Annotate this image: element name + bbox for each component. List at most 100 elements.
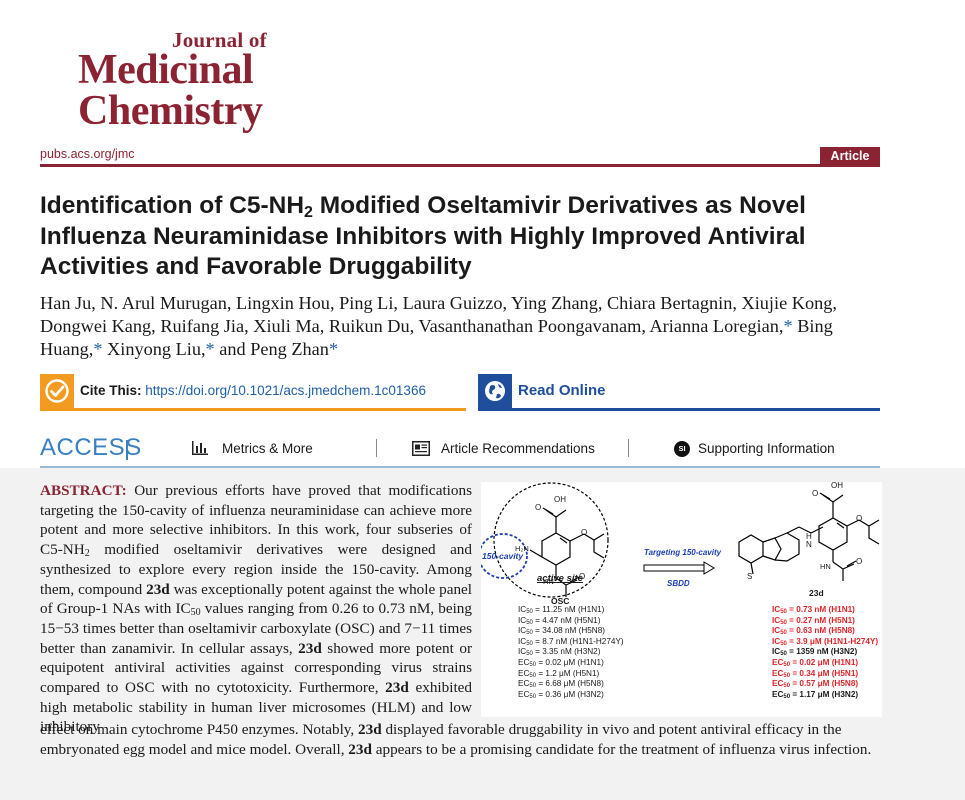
activity-value: = 6.68 μM (H5N8) [536, 679, 604, 689]
activity-metric: IC [772, 636, 781, 646]
journal-name: Medicinal Chemistry [78, 47, 263, 134]
activity-metric: EC [518, 689, 530, 699]
corresponding-mark[interactable]: * [328, 339, 339, 359]
journal-name-line3: Chemistry [78, 88, 263, 134]
compound-23d-label: 23d [809, 588, 824, 598]
right-arrow-icon [703, 561, 715, 575]
activity-row: IC50 = 0.27 nM (H5N1) [772, 616, 878, 627]
access-separator [628, 439, 629, 457]
activity-metric: EC [518, 668, 530, 678]
metrics-link[interactable]: Metrics & More [222, 441, 313, 456]
activity-row: EC50 = 1.17 μM (H3N2) [772, 690, 878, 701]
activity-value: = 1.2 μM (H5N1) [536, 668, 600, 678]
activity-row: IC50 = 8.7 nM (H1N1-H274Y) [518, 637, 624, 648]
activity-metric: IC [772, 647, 781, 657]
cite-this-bar[interactable]: Cite This: https://doi.org/10.1021/acs.j… [40, 374, 466, 411]
abstract-fragment: displayed favorable druggability in vivo… [40, 721, 842, 758]
abstract-fragment: exhibited high metabolic stability in hu… [40, 679, 472, 736]
activity-row: IC50 = 0.73 nM (H1N1) [772, 605, 878, 616]
corresponding-mark[interactable]: * [205, 339, 215, 359]
activity-row: EC50 = 0.36 μM (H3N2) [518, 690, 624, 701]
osc-ether-label: O [581, 528, 588, 537]
check-badge-icon [40, 374, 74, 408]
read-underline [478, 408, 880, 411]
cavity-label: 150-cavity [482, 551, 524, 561]
activity-metric: IC [518, 626, 527, 636]
toc-structures [481, 482, 880, 598]
activity-metric: IC [772, 615, 781, 625]
abstract-fragment: Our previous efforts have proved that mo… [40, 482, 472, 559]
activity-value: = 11.25 nM (H1N1) [532, 605, 605, 614]
article-recommendations-link[interactable]: Article Recommendations [441, 441, 595, 456]
cite-text: Cite This: https://doi.org/10.1021/acs.j… [80, 383, 426, 398]
journal-name-line2: Medicinal [78, 47, 254, 93]
cite-underline [40, 408, 466, 411]
cpd-hn-label: HN [820, 562, 831, 571]
activity-row: IC50 = 4.47 nM (H5N1) [518, 616, 624, 627]
read-online-button[interactable]: Read Online [478, 374, 880, 411]
abstract-subscript: 50 [190, 607, 201, 619]
activity-metric: IC [772, 626, 781, 636]
activity-row: IC50 = 3.9 μM (H1N1-H274Y) [772, 637, 878, 648]
activity-value: = 0.02 μM (H1N1) [790, 657, 859, 667]
activity-metric: IC [518, 647, 527, 657]
activity-value: = 0.27 nM (H5N1) [786, 615, 855, 625]
abstract-subscript: 2 [84, 548, 90, 560]
activity-value: = 1.17 μM (H3N2) [790, 689, 859, 699]
access-separator [376, 439, 377, 457]
osc-hn-label: HN [543, 577, 554, 586]
cpd-ether-label: O [856, 514, 863, 523]
corresponding-mark[interactable]: * [783, 316, 793, 336]
sulfur-label: S [747, 572, 753, 581]
supporting-information-link[interactable]: Supporting Information [698, 441, 835, 456]
activity-subscript: 50 [780, 630, 787, 637]
activity-subscript: 50 [783, 683, 791, 690]
activity-subscript: 50 [783, 672, 791, 679]
activity-value: = 0.57 μM (H5N8) [790, 679, 859, 689]
activity-subscript: 50 [529, 661, 537, 668]
abstract-fragment: appears to be a promising candidate for … [371, 740, 872, 758]
activity-subscript: 50 [783, 661, 791, 668]
cavity-outline [481, 533, 528, 579]
arrow-top-label: Targeting 150-cavity [644, 548, 722, 557]
activity-subscript: 50 [526, 619, 533, 626]
osc-activity-list: IC50 = 11.25 nM (H1N1) IC50 = 4.47 nM (H5… [518, 605, 624, 700]
activity-metric: EC [772, 668, 784, 678]
activity-subscript: 50 [526, 651, 533, 658]
activity-row: EC50 = 6.68 μM (H5N8) [518, 679, 624, 690]
author-corr-2: Xinyong Liu, [107, 339, 206, 359]
activity-value: = 0.02 μM (H1N1) [536, 657, 604, 667]
activity-metric: EC [772, 679, 784, 689]
paper-title: Identification of C5-NH2 Modified Oselta… [40, 191, 890, 283]
bar-chart-icon [192, 441, 208, 460]
activity-subscript: 50 [780, 609, 787, 615]
journal-url-link[interactable]: pubs.acs.org/jmc [40, 147, 135, 161]
activity-value: = 1359 nM (H3N2) [786, 647, 858, 657]
activity-row: EC50 = 0.02 μM (H1N1) [518, 658, 624, 669]
abstract-text-continued: effect on main cytochrome P450 enzymes. … [40, 720, 882, 759]
author-corr-3: and Peng Zhan [219, 339, 329, 359]
doi-link[interactable]: https://doi.org/10.1021/acs.jmedchem.1c0… [145, 383, 426, 398]
corresponding-mark[interactable]: * [93, 339, 103, 359]
abstract-fragment: values ranging from 0.26 to 0.73 nM, bei… [40, 600, 472, 657]
journal-name-line1: Journal of [172, 28, 267, 52]
cpd-n-label: N [806, 540, 812, 549]
activity-value: = 3.9 μM (H1N1-H274Y) [786, 636, 879, 646]
activity-value: = 4.47 nM (H5N1) [532, 615, 601, 625]
article-recommendations-icon [412, 441, 430, 461]
activity-subscript: 50 [526, 630, 533, 637]
article-type-badge: Article [820, 147, 880, 165]
arrow-bottom-label: SBDD [667, 579, 690, 588]
activity-subscript: 50 [529, 683, 537, 690]
cpd-carbonyl-label: O [856, 557, 863, 566]
activity-subscript: 50 [529, 672, 537, 679]
activity-metric: IC [518, 636, 527, 646]
compound-ref: 23d [358, 721, 382, 738]
author-corr-1: Bing Huang, [40, 316, 833, 359]
title-part1: Identification of C5-NH [40, 192, 305, 219]
activity-metric: IC [772, 605, 781, 614]
cpd-h-label: H [806, 532, 812, 541]
activity-metric: IC [518, 605, 527, 614]
activity-value: = 0.36 μM (H3N2) [536, 689, 604, 699]
compound-ref: 23d [385, 679, 409, 697]
